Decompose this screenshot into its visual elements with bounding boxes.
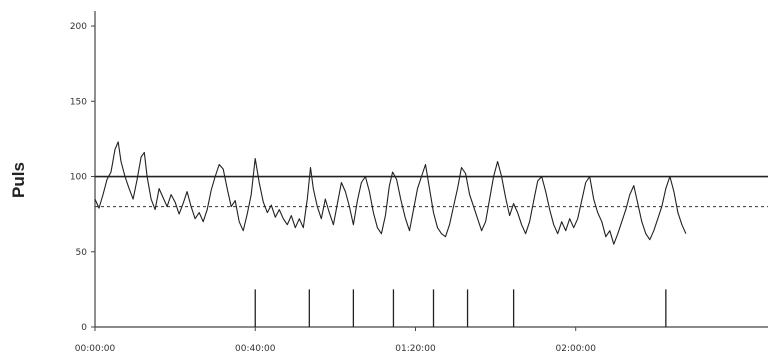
event-markers	[254, 289, 667, 327]
y-tick-label: 0	[81, 323, 87, 333]
x-tick-label: 00:40:00	[235, 344, 276, 354]
y-tick-label: 200	[70, 22, 87, 32]
y-tick-label: 100	[70, 173, 87, 183]
x-tick-label: 00:00:00	[75, 344, 116, 354]
x-tick-label: 02:00:00	[556, 344, 597, 354]
pulse-series-line	[94, 141, 687, 245]
y-axis-label: Puls	[9, 162, 28, 198]
x-tick-label: 01:20:00	[395, 344, 436, 354]
y-tick-label: 50	[76, 248, 88, 258]
x-axis-ticks: 00:00:00 00:40:00 01:20:00 02:00:00	[75, 327, 596, 354]
y-tick-label: 150	[70, 97, 87, 107]
y-axis-ticks: 0 50 100 150 200	[70, 22, 95, 333]
